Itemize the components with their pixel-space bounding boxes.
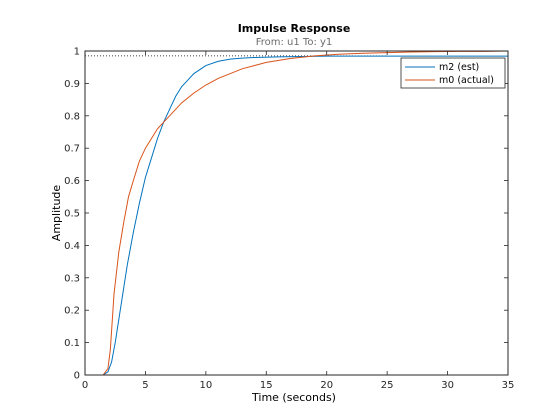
y-tick-label: 0.4: [64, 241, 80, 252]
y-tick-label: 0.2: [64, 306, 80, 317]
y-tick-label: 0: [74, 371, 80, 382]
plot-box: [84, 50, 509, 376]
legend[interactable]: m2 (est) m0 (actual): [400, 57, 506, 89]
chart-title: Impulse Response: [238, 22, 351, 35]
x-tick-label: 15: [260, 380, 273, 391]
y-tick-label: 0.3: [64, 273, 80, 284]
plot-area: [85, 51, 508, 375]
series-line-m0-actual[interactable]: [85, 51, 508, 375]
series-line-m2-est[interactable]: [85, 55, 508, 375]
y-tick-label: 0.5: [64, 209, 80, 220]
series-layer: [85, 51, 508, 375]
x-tick-label: 30: [441, 380, 454, 391]
y-axis-label: Amplitude: [50, 185, 63, 242]
x-tick-label: 35: [502, 380, 515, 391]
x-tick-label: 0: [82, 380, 88, 391]
x-tick-label: 20: [320, 380, 333, 391]
legend-label-m2-est: m2 (est): [439, 62, 479, 73]
y-tick-label: 0.8: [64, 111, 80, 122]
y-tick-label: 0.6: [64, 176, 80, 187]
y-tick-label: 0.1: [64, 338, 80, 349]
axis-ticks: 0 5 10 15 20 25 30 35 0 0.1 0.2 0.3 0.4 0.5 0.6 0.7 0.8 0…: [64, 47, 514, 392]
x-tick-label: 25: [381, 380, 394, 391]
chart-subtitle: From: u1 To: y1: [256, 37, 333, 48]
y-tick-label: 0.9: [64, 79, 80, 90]
x-tick-label: 5: [142, 380, 148, 391]
x-tick-label: 10: [199, 380, 212, 391]
y-tick-label: 0.7: [64, 144, 80, 155]
y-tick-label: 1: [74, 47, 80, 58]
x-axis-label: Time (seconds): [251, 391, 336, 404]
legend-box: [400, 57, 506, 89]
legend-label-m0-actual: m0 (actual): [439, 75, 494, 86]
